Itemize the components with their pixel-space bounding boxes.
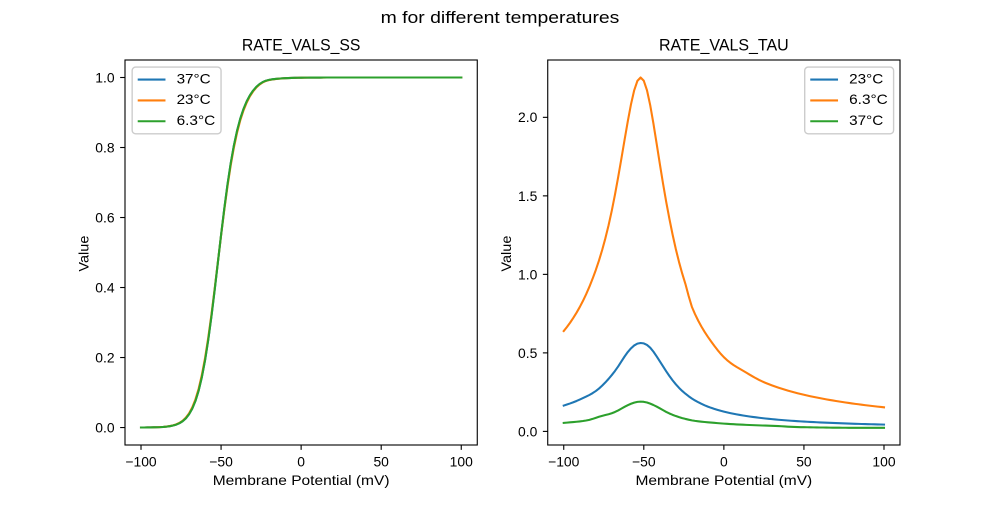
svg-text:m for different temperatures: m for different temperatures xyxy=(381,8,620,27)
svg-text:23°C: 23°C xyxy=(177,91,211,107)
svg-text:2.0: 2.0 xyxy=(518,109,538,125)
svg-text:1.0: 1.0 xyxy=(95,69,115,85)
svg-text:6.3°C: 6.3°C xyxy=(849,91,888,107)
svg-text:1.0: 1.0 xyxy=(518,266,538,282)
svg-text:0.0: 0.0 xyxy=(95,419,115,435)
svg-text:50: 50 xyxy=(796,454,812,470)
svg-text:Value: Value xyxy=(75,235,91,271)
svg-text:Membrane Potential (mV): Membrane Potential (mV) xyxy=(213,472,390,488)
svg-text:100: 100 xyxy=(450,454,473,470)
svg-text:0.5: 0.5 xyxy=(518,345,538,361)
svg-text:23°C: 23°C xyxy=(849,70,883,86)
svg-text:−50: −50 xyxy=(632,454,656,470)
svg-text:RATE_VALS_TAU: RATE_VALS_TAU xyxy=(659,36,789,55)
svg-text:0.6: 0.6 xyxy=(95,209,115,225)
svg-text:−100: −100 xyxy=(125,454,157,470)
svg-text:6.3°C: 6.3°C xyxy=(177,112,216,128)
svg-text:37°C: 37°C xyxy=(177,70,211,86)
svg-text:0.0: 0.0 xyxy=(518,423,538,439)
svg-text:0: 0 xyxy=(297,454,305,470)
svg-text:1.5: 1.5 xyxy=(518,188,538,204)
svg-text:0.8: 0.8 xyxy=(95,139,115,155)
svg-text:100: 100 xyxy=(872,454,895,470)
svg-text:RATE_VALS_SS: RATE_VALS_SS xyxy=(242,36,361,55)
svg-text:50: 50 xyxy=(373,454,389,470)
svg-text:0: 0 xyxy=(720,454,728,470)
svg-text:Membrane Potential (mV): Membrane Potential (mV) xyxy=(635,472,812,488)
svg-text:−50: −50 xyxy=(209,454,233,470)
svg-text:0.4: 0.4 xyxy=(95,279,115,295)
svg-text:−100: −100 xyxy=(548,454,580,470)
svg-text:Value: Value xyxy=(498,235,514,271)
svg-text:37°C: 37°C xyxy=(849,112,883,128)
svg-text:0.2: 0.2 xyxy=(95,349,115,365)
